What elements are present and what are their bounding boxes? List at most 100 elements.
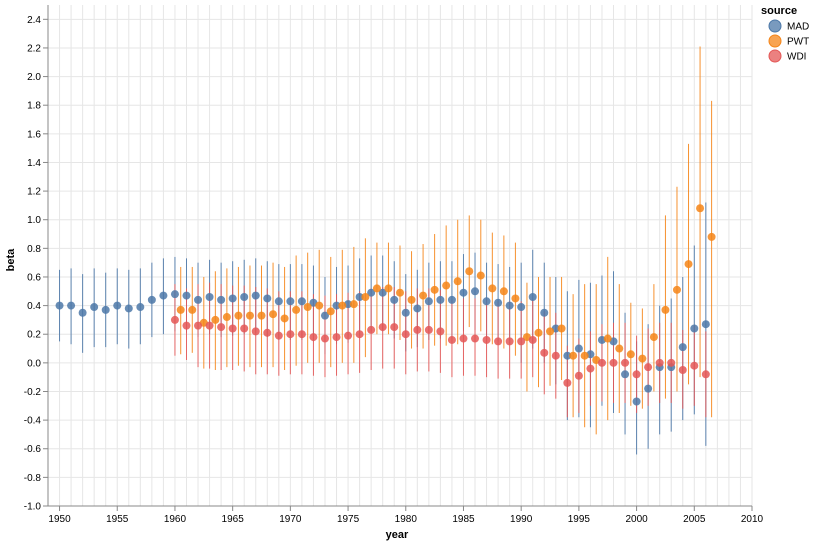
point-wdi (528, 335, 537, 344)
point-wdi (413, 325, 422, 334)
point-mad (517, 303, 526, 312)
y-tick-label: 0.4 (27, 301, 41, 312)
legend-symbol-wdi (768, 49, 782, 63)
point-pwt (696, 204, 705, 213)
point-wdi (182, 321, 191, 330)
point-wdi (563, 378, 572, 387)
point-mad (621, 370, 630, 379)
point-pwt (557, 324, 566, 333)
point-mad (355, 293, 364, 302)
legend-symbol-pwt (768, 34, 782, 48)
point-mad (147, 295, 156, 304)
y-axis-title: beta (5, 248, 17, 272)
point-mad (574, 344, 583, 353)
point-mad (297, 297, 306, 306)
point-wdi (482, 335, 491, 344)
point-mad (136, 303, 145, 312)
y-tick-label: 2.4 (27, 15, 41, 26)
point-pwt (465, 267, 474, 276)
point-pwt (661, 305, 670, 314)
point-pwt (257, 311, 266, 320)
point-wdi (505, 337, 514, 346)
x-tick-label: 2005 (683, 514, 706, 525)
point-wdi (194, 321, 203, 330)
point-pwt (211, 315, 220, 324)
x-tick-label: 1980 (395, 514, 418, 525)
point-wdi (240, 324, 249, 333)
point-wdi (332, 333, 341, 342)
point-mad (101, 305, 110, 314)
point-mad (124, 304, 133, 313)
point-wdi (586, 364, 595, 373)
legend-label-wdi: WDI (787, 52, 806, 63)
point-pwt (649, 333, 658, 342)
point-wdi (678, 366, 687, 375)
point-wdi (517, 337, 526, 346)
point-mad (113, 301, 122, 310)
y-tick-label: -1.0 (24, 502, 42, 513)
point-wdi (644, 363, 653, 372)
legend-label-pwt: PWT (787, 37, 809, 48)
y-tick-label: 0.2 (27, 330, 41, 341)
point-mad (494, 298, 503, 307)
point-pwt (361, 293, 370, 302)
point-mad (251, 291, 260, 300)
point-pwt (684, 260, 693, 269)
point-mad (378, 288, 387, 297)
point-wdi (609, 358, 618, 367)
legend-label-mad: MAD (787, 22, 809, 33)
point-pwt (176, 305, 185, 314)
point-pwt (396, 288, 404, 297)
y-tick-label: 0.6 (27, 272, 41, 283)
point-mad (678, 343, 687, 352)
point-wdi (574, 371, 583, 380)
point-wdi (251, 327, 260, 336)
point-wdi (632, 370, 641, 379)
point-pwt (442, 281, 451, 290)
x-tick-label: 1965 (222, 514, 245, 525)
point-mad (701, 320, 710, 329)
x-tick-label: 1990 (510, 514, 533, 525)
point-pwt (603, 334, 612, 343)
point-wdi (320, 334, 329, 343)
point-wdi (228, 324, 237, 333)
point-pwt (280, 314, 289, 323)
point-pwt (222, 313, 231, 322)
point-mad (505, 301, 514, 310)
y-axis: -1.0 -0.8 -0.6 -0.4 -0.2 0.0 0.2 0.4 0.6 0.8 1.0 1.… (24, 15, 48, 513)
y-tick-label: -0.2 (24, 387, 42, 398)
point-mad (632, 397, 641, 406)
y-tick-label: 1.8 (27, 101, 41, 112)
point-wdi (701, 370, 710, 379)
point-mad (182, 291, 191, 300)
point-mad (563, 351, 572, 360)
point-mad (459, 288, 468, 297)
point-pwt (499, 287, 508, 296)
point-mad (447, 295, 456, 304)
point-pwt (569, 351, 578, 360)
point-mad (690, 324, 699, 333)
data-points (55, 204, 716, 406)
point-wdi (459, 334, 468, 343)
x-tick-label: 1970 (279, 514, 302, 525)
point-pwt (292, 305, 301, 314)
point-pwt (303, 303, 312, 312)
point-wdi (170, 315, 179, 324)
point-wdi (471, 334, 480, 343)
legend: source MAD PWT WDI (761, 5, 809, 63)
point-pwt (453, 277, 462, 286)
x-tick-label: 1975 (337, 514, 360, 525)
y-tick-label: 1.4 (27, 158, 41, 169)
point-pwt (511, 294, 520, 303)
point-pwt (419, 291, 428, 300)
point-pwt (269, 310, 278, 319)
x-tick-label: 1960 (164, 514, 187, 525)
y-tick-label: 1.0 (27, 215, 41, 226)
point-pwt (580, 351, 589, 360)
point-pwt (326, 307, 335, 316)
point-wdi (274, 331, 283, 340)
point-wdi (655, 358, 664, 367)
point-mad (528, 293, 537, 302)
legend-title: source (761, 5, 797, 17)
x-tick-label: 1950 (48, 514, 71, 525)
